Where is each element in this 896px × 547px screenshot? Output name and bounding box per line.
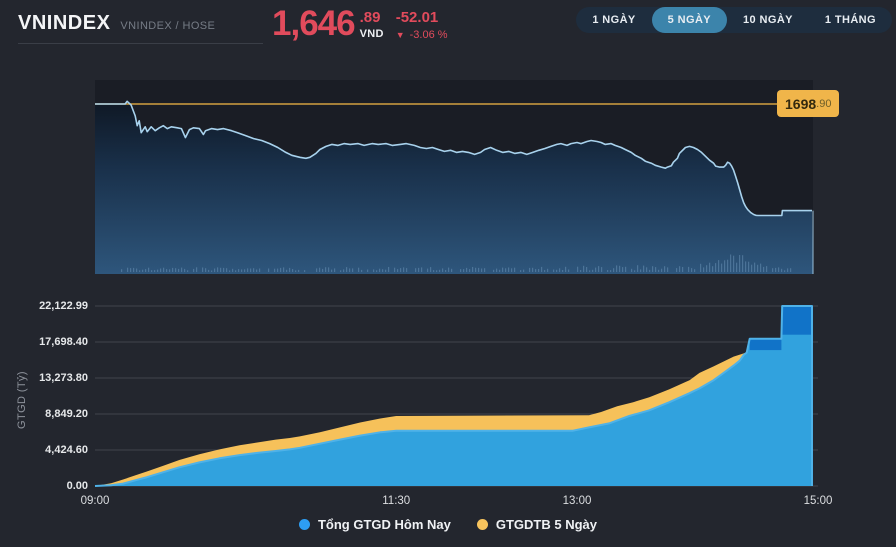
y-tick-label: 17,698.40 [16,336,88,348]
y-tick-label: 8,849.20 [16,408,88,420]
last-price-decimals: .89 [360,10,384,25]
x-tick-label: 09:00 [73,495,117,508]
last-price: 1,646 [272,6,355,42]
legend-label: GTGDTB 5 Ngày [496,517,597,532]
legend-item-gtgdtb-5-ngay[interactable]: GTGDTB 5 Ngày [477,517,597,532]
legend-dot-blue-icon [299,519,310,530]
page-title: VNINDEX [18,12,110,35]
exchange-label: VNINDEX / HOSE [120,20,215,32]
legend-item-tong-gtgd-hom-nay[interactable]: Tổng GTGD Hôm Nay [299,517,451,532]
y-tick-label: 13,273.80 [16,372,88,384]
price-block: 1,646 .89 VND -52.01 ▼ -3.06 % [272,6,448,42]
reference-price-decimals: .90 [816,98,831,110]
y-tick-label: 0.00 [16,480,88,492]
x-tick-label: 15:00 [796,495,840,508]
y-tick-label: 4,424.60 [16,444,88,456]
header: VNINDEX VNINDEX / HOSE [18,12,215,35]
tab-range-2[interactable]: 5 NGÀY [652,7,727,33]
legend-dot-yellow-icon [477,519,488,530]
range-tabs: 1 NGÀY5 NGÀY10 NGÀY1 THÁNG [576,7,892,33]
x-tick-label: 11:30 [374,495,418,508]
turnover-chart-hover-area[interactable] [95,300,818,486]
currency-label: VND [360,28,384,40]
tab-range-4[interactable]: 1 THÁNG [809,7,892,33]
vnindex-quote-page: VNINDEX VNINDEX / HOSE 1,646 .89 VND -52… [0,0,896,547]
tab-range-3[interactable]: 10 NGÀY [727,7,809,33]
down-arrow-icon: ▼ [396,31,405,40]
legend-label: Tổng GTGD Hôm Nay [318,517,451,532]
tab-range-1[interactable]: 1 NGÀY [576,7,651,33]
price-change: -52.01 [396,10,448,25]
header-divider [18,43,263,44]
legend: Tổng GTGD Hôm Nay GTGDTB 5 Ngày [0,517,896,532]
x-tick-label: 13:00 [555,495,599,508]
price-chart-hover-area[interactable] [95,80,813,274]
y-tick-label: 22,122.99 [16,300,88,312]
y-axis-title: GTGD (Tỷ) [16,340,28,460]
price-change-percent: -3.06 % [410,29,448,41]
